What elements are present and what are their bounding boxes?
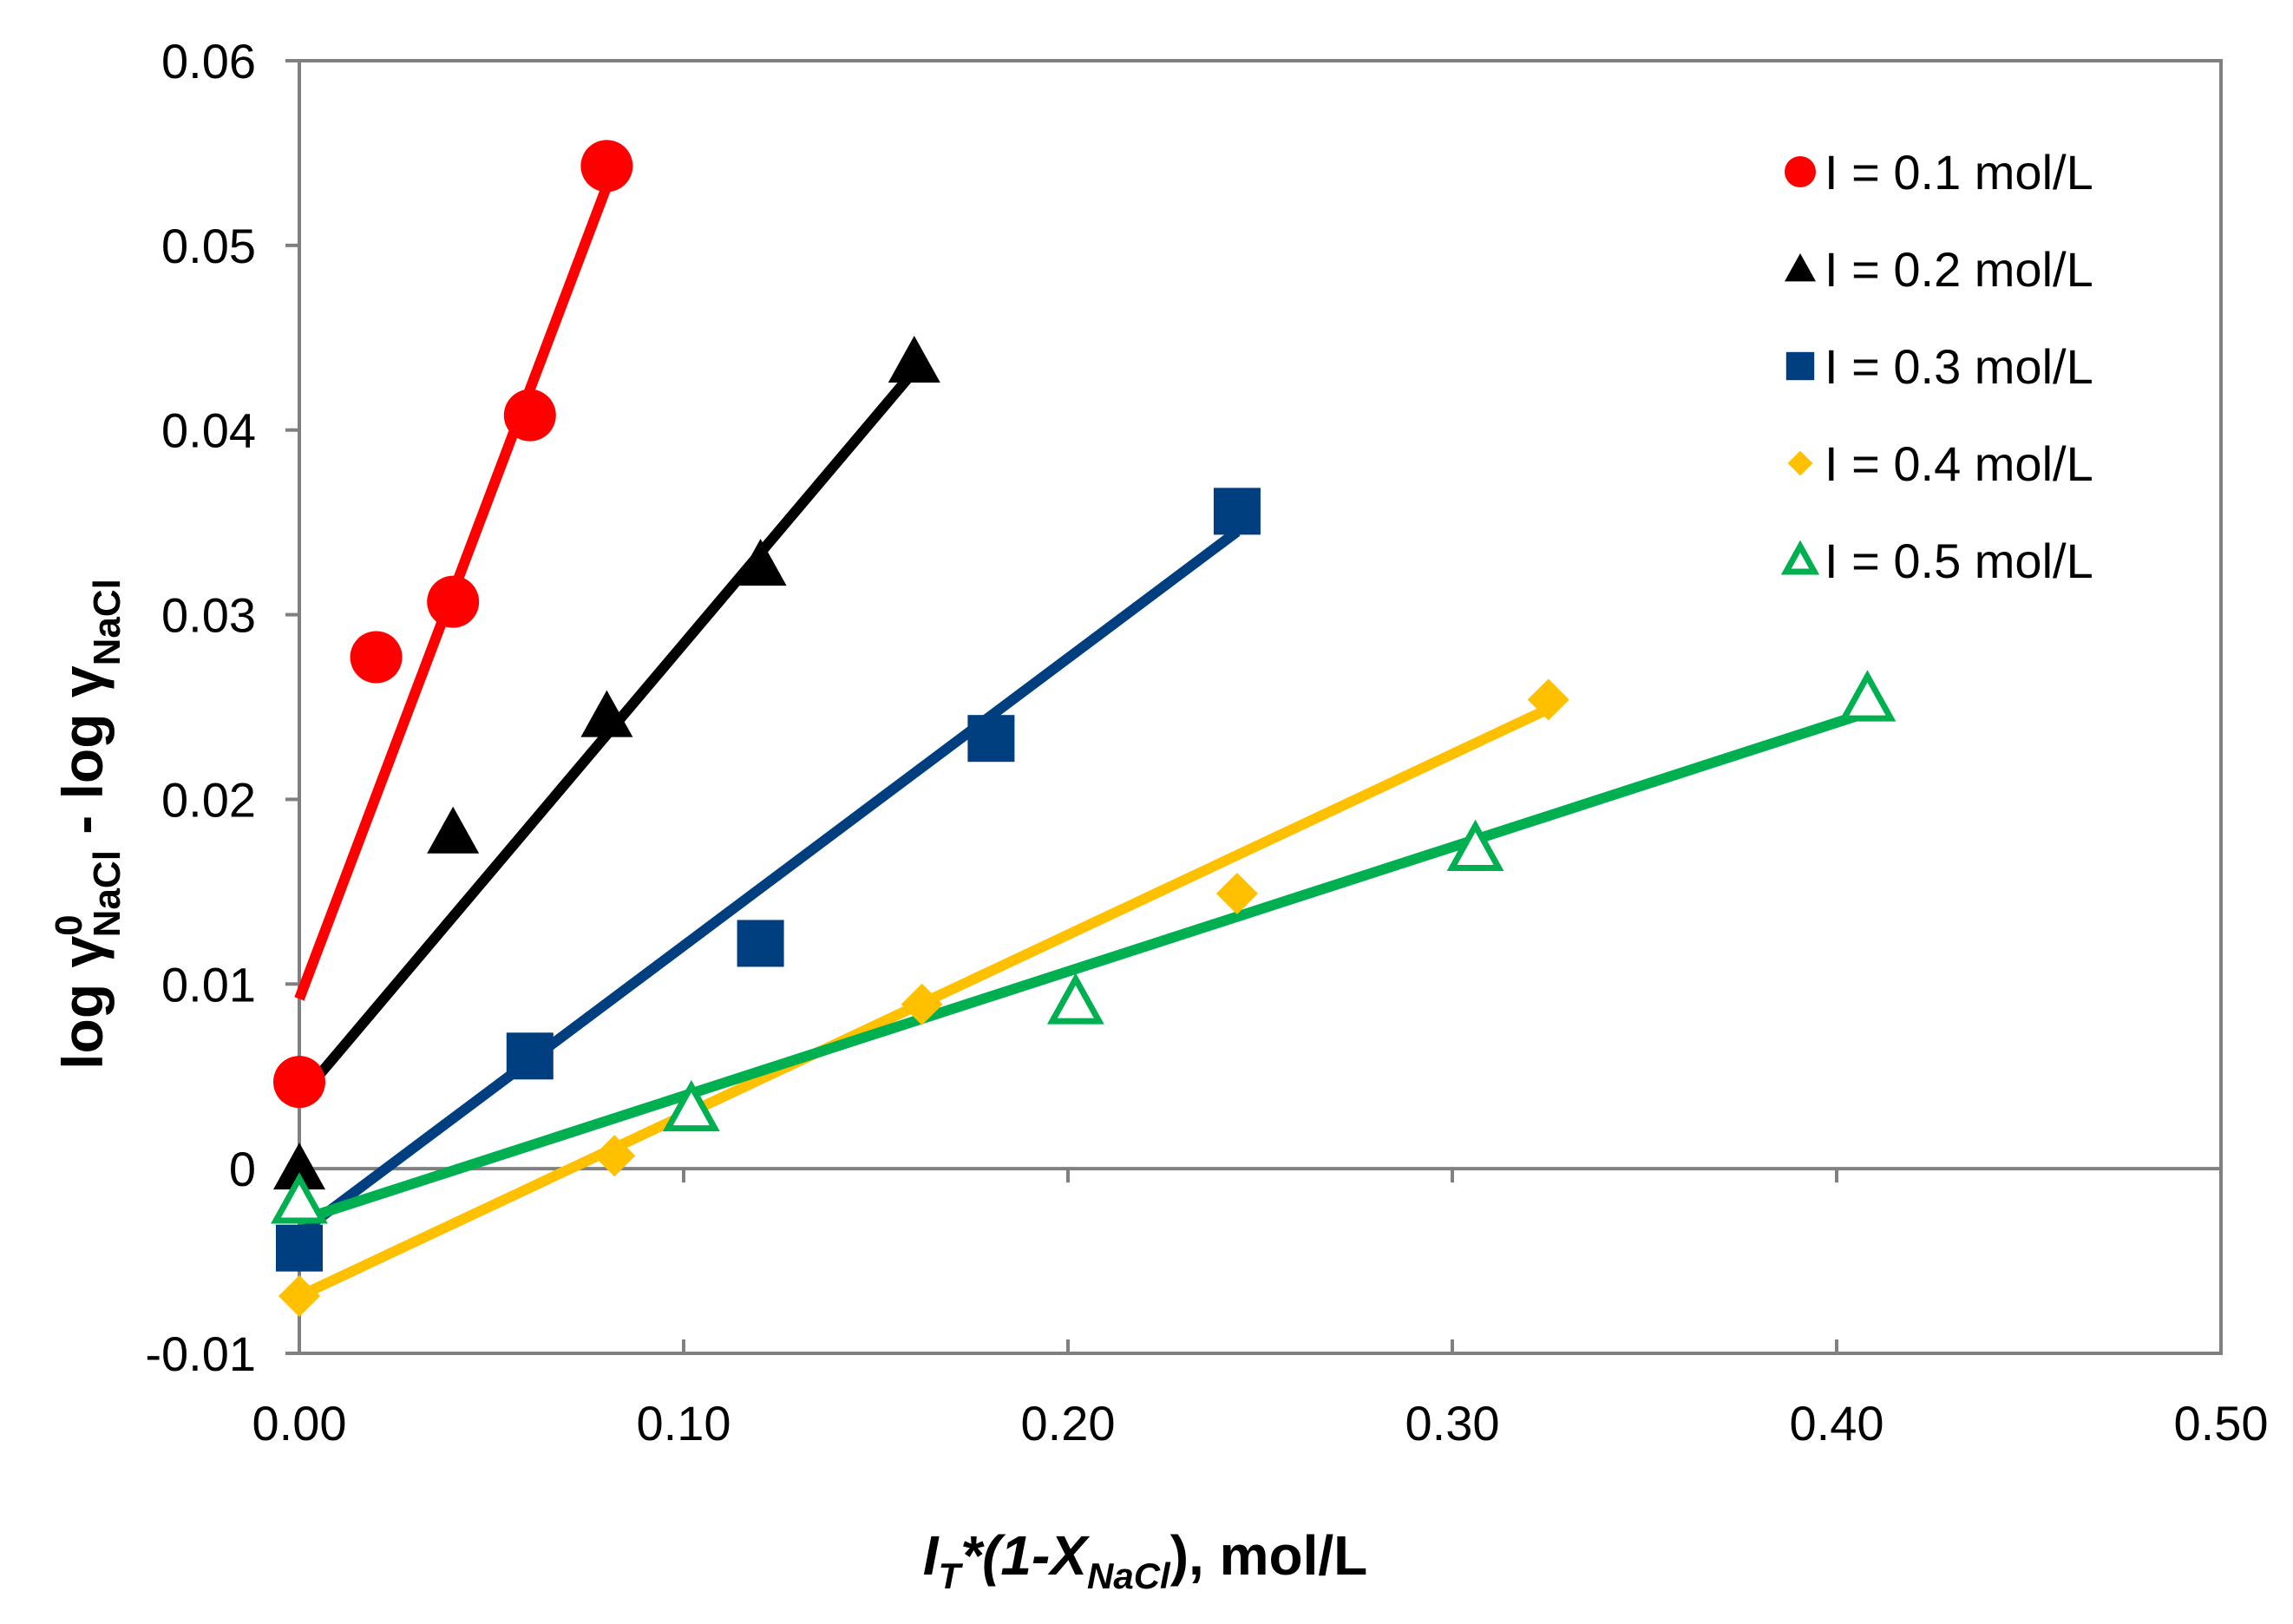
legend-label: I = 0.5 mol/L xyxy=(1825,534,2093,588)
data-point xyxy=(580,690,633,737)
legend-marker xyxy=(1787,450,1813,476)
x-tick-label: 0.10 xyxy=(637,1396,731,1450)
data-point xyxy=(967,715,1015,763)
trend-line xyxy=(296,527,1241,1238)
data-markers xyxy=(271,140,1897,1318)
data-point xyxy=(350,631,403,684)
legend-label: I = 0.3 mol/L xyxy=(1825,339,2093,394)
data-point xyxy=(662,1079,720,1132)
y-tick-label: 0.06 xyxy=(161,34,256,88)
data-point xyxy=(580,140,633,193)
data-point xyxy=(734,539,787,586)
x-tick-label: 0.30 xyxy=(1405,1396,1500,1450)
legend-marker xyxy=(1785,351,1815,381)
data-point xyxy=(273,1143,325,1190)
legend: I = 0.1 mol/L I = 0.2 mol/L I = 0.3 mol/L I… xyxy=(1780,145,2093,588)
data-point xyxy=(1527,678,1569,721)
y-axis-title: log γ0NaCl - log γNaCl xyxy=(48,579,128,1070)
y-tick-label: -0.01 xyxy=(145,1326,256,1381)
data-point xyxy=(271,1172,328,1224)
data-point xyxy=(888,335,940,383)
data-point xyxy=(737,920,784,967)
data-point xyxy=(1838,670,1897,722)
data-point xyxy=(1046,972,1104,1025)
trend-line xyxy=(298,707,1870,1226)
data-point xyxy=(1215,872,1258,914)
y-tick-label: 0.05 xyxy=(161,219,256,273)
legend-marker xyxy=(1785,156,1816,187)
data-point xyxy=(901,983,943,1025)
legend-label: I = 0.4 mol/L xyxy=(1825,436,2093,491)
data-point xyxy=(427,806,480,854)
y-tick-label: 0 xyxy=(229,1142,256,1196)
data-point xyxy=(273,1056,325,1109)
legend-label: I = 0.1 mol/L xyxy=(1825,145,2093,200)
data-point xyxy=(1446,819,1504,871)
legend-marker xyxy=(1785,253,1816,282)
x-tick-label: 0.20 xyxy=(1021,1396,1116,1450)
data-point xyxy=(278,1275,320,1318)
x-tick-label: 0.40 xyxy=(1790,1396,1884,1450)
data-point xyxy=(1213,488,1261,535)
data-point xyxy=(427,575,480,628)
y-tick-label: 0.02 xyxy=(161,772,256,827)
y-tick-label: 0.04 xyxy=(161,403,256,458)
data-point xyxy=(506,1032,554,1080)
data-point xyxy=(593,1135,636,1177)
legend-marker xyxy=(1780,540,1820,575)
legend-label: I = 0.2 mol/L xyxy=(1825,242,2093,297)
x-tick-label: 0.00 xyxy=(252,1396,347,1450)
y-tick-label: 0.03 xyxy=(161,588,256,643)
y-tick-label: 0.01 xyxy=(161,957,256,1012)
x-tick-label: 0.50 xyxy=(2174,1396,2269,1450)
data-point xyxy=(276,1224,323,1272)
x-axis-title: IT*(1-XNaCl), mol/L xyxy=(923,1524,1367,1596)
data-point xyxy=(503,389,556,442)
